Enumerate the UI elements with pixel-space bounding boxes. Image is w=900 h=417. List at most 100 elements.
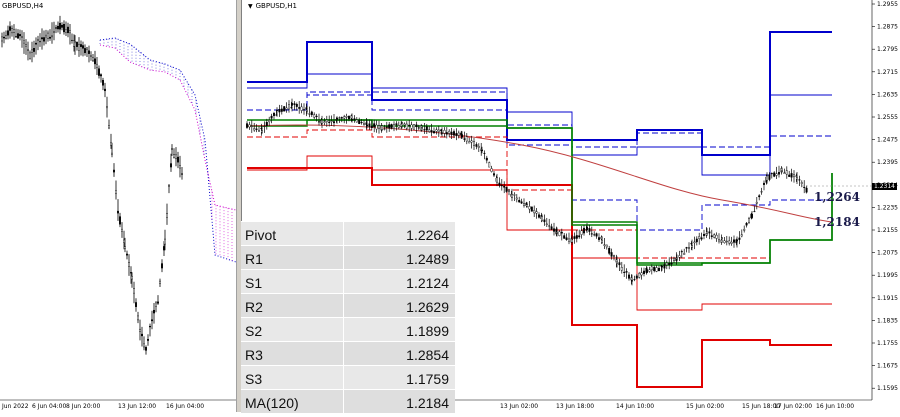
h4-candle-body [147, 339, 149, 340]
h1-candle-body [791, 173, 793, 177]
h4-candle-body [130, 272, 132, 273]
h1-candle-body [318, 122, 320, 123]
h1-candle-body [778, 172, 780, 174]
h1-candle-body [716, 235, 718, 238]
h4-candle-body [166, 214, 168, 218]
h4-candle-body [13, 29, 15, 32]
h4-candle-body [45, 35, 47, 37]
h1-candle-body [453, 131, 455, 135]
h1-candle-body [728, 241, 730, 243]
pivot-row-name: MA(120) [245, 395, 299, 411]
h1-candle-body [623, 272, 625, 273]
h1-candle-body [356, 120, 358, 122]
h1-candle-body [641, 273, 643, 275]
h1-candle-body [713, 235, 715, 238]
h1-candle-body [416, 125, 418, 127]
h1-candle-body [441, 133, 443, 134]
h1-candle-body [373, 124, 375, 127]
h4-candle-body [163, 246, 165, 250]
h1-candle-body [788, 175, 790, 177]
h4-candle-body [151, 320, 153, 321]
dropdown-triangle-icon[interactable]: ▼ [248, 3, 253, 10]
h1-candle-body [626, 271, 628, 272]
h1-candle-body [488, 163, 490, 167]
h4-candle-body [139, 329, 141, 331]
h1-candle-body [499, 183, 501, 185]
h1-y-tick-label: 1.1595 [877, 385, 898, 392]
h1-candle-body [303, 109, 305, 110]
h1-candle-body [613, 256, 615, 257]
h4-candle-body [57, 26, 59, 29]
h4-candle-body [141, 334, 143, 336]
h1-candle-body [268, 120, 270, 122]
h1-y-tick-label: 1.2155 [877, 227, 898, 234]
h1-candle-body [771, 173, 773, 174]
h4-candle-body [31, 50, 33, 52]
h1-candle-body [408, 125, 410, 126]
h1-candle-body [283, 106, 285, 111]
h4-candle-body [175, 155, 177, 159]
h1-candle-body [279, 109, 281, 112]
h4-candle-body [106, 107, 108, 108]
h1-candle-body [366, 125, 368, 126]
h1-candle-body [258, 130, 260, 131]
h1-candle-body [761, 192, 763, 193]
h1-candle-body [566, 238, 568, 240]
h4-candle-body [90, 55, 92, 56]
h1-candle-body [793, 174, 795, 177]
h1-candle-body [249, 125, 251, 127]
h1-candle-body [544, 220, 546, 222]
h1-candle-body [398, 125, 400, 127]
pivot-row-value: 1.1899 [406, 323, 449, 339]
h1-candle-body [563, 236, 565, 239]
h1-candle-body [561, 232, 563, 233]
h1-candle-body [433, 131, 435, 133]
h1-y-tick-label: 1.2715 [877, 69, 898, 76]
h4-x-tick-label: Jun 2022 [1, 403, 29, 410]
h1-candle-body [776, 174, 778, 176]
h1-candle-body [428, 130, 430, 132]
h4-candle-body [15, 37, 17, 38]
h1-candle-body [686, 247, 688, 248]
h1-candle-body [296, 104, 298, 106]
h1-candle-body [596, 234, 598, 237]
h4-candle-body [113, 170, 115, 172]
h1-candle-body [376, 125, 378, 129]
h4-candle-body [94, 59, 96, 64]
h4-candle-body [5, 36, 7, 39]
h1-candle-body [438, 130, 440, 132]
h1-candle-body [784, 173, 786, 174]
h4-candle-body [63, 24, 65, 32]
h1-candle-body [493, 174, 495, 176]
h1-candle-body [354, 119, 356, 120]
h1-candle-body [471, 141, 473, 142]
pivot-row-value: 1.2629 [406, 299, 449, 315]
h4-candle-body [170, 164, 172, 168]
h1-candle-body [478, 146, 480, 147]
h1-candle-body [301, 107, 303, 111]
h4-candle-body [61, 25, 63, 27]
h1-candle-body [718, 240, 720, 242]
h4-candle-body [65, 29, 67, 32]
h1-candle-body [281, 109, 283, 112]
h1-candle-body [466, 137, 468, 141]
h4-candle-body [173, 154, 175, 157]
h4-candle-body [29, 53, 31, 59]
h4-candle-body [59, 23, 61, 29]
h4-candle-body [35, 43, 37, 44]
h1-x-tick-label: 15 Jun 02:00 [686, 403, 724, 410]
h1-candle-body [371, 126, 373, 128]
h1-candle-body [413, 124, 415, 129]
h1-candle-body [261, 131, 263, 132]
h1-candle-body [316, 116, 318, 117]
h1-candle-body [404, 124, 406, 125]
h1-candle-body [668, 263, 670, 264]
h4-candle-body [157, 302, 159, 303]
